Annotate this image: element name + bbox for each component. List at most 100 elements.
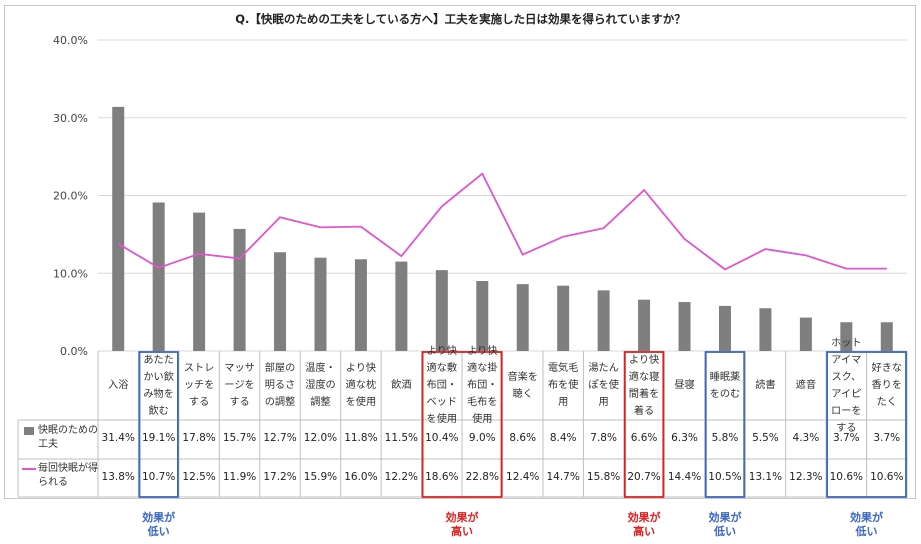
bar-15 [678, 302, 691, 351]
bar-value-label-6: 12.0% [303, 432, 338, 444]
callout-line: 効果が [627, 511, 661, 524]
category-label-15: 昼寝 [674, 380, 695, 391]
bar-4 [233, 228, 246, 351]
category-label-20: 好きな香りをたく [871, 363, 903, 408]
line-value-label-19: 10.6% [829, 471, 863, 483]
bar-value-label-19: 3.7% [832, 432, 860, 444]
callout-label-2: 効果が 高い [422, 511, 502, 539]
bar-value-label-13: 7.8% [590, 432, 617, 444]
legend-swatch-bar [24, 427, 34, 435]
highlight-box-5 [826, 351, 907, 498]
bar-19 [840, 322, 853, 351]
line-value-label-13: 15.8% [586, 471, 621, 483]
bar-value-label-2: 19.1% [141, 432, 176, 444]
bar-value-label-9: 10.4% [425, 432, 459, 444]
highlight-box-2 [421, 351, 503, 498]
legend-label-bar: 快眠のための工夫 [38, 425, 98, 450]
callout-label-1: 効果が 低い [119, 511, 199, 539]
bar-13 [597, 290, 610, 351]
category-label-18: 遮音 [795, 380, 817, 391]
line-value-label-15: 14.4% [667, 471, 702, 483]
line-value-label-9: 18.6% [425, 471, 459, 483]
category-label-6: 温度・湿度の調整 [305, 363, 336, 408]
bar-value-label-10: 9.0% [468, 432, 496, 444]
line-value-label-14: 20.7% [627, 471, 661, 483]
line-value-label-10: 22.8% [465, 471, 499, 483]
bar-value-label-16: 5.8% [711, 432, 739, 444]
line-value-label-18: 12.3% [789, 471, 823, 483]
bar-9 [435, 270, 448, 351]
callout-label-4: 効果が 低い [685, 511, 765, 539]
callout-line: 低い [855, 525, 878, 538]
line-value-label-7: 16.0% [344, 471, 378, 483]
callout-line: 効果が [708, 511, 742, 524]
line-value-label-6: 15.9% [303, 471, 338, 483]
line-value-label-5: 17.2% [263, 471, 297, 483]
bar-value-label-7: 11.8% [344, 432, 378, 444]
bar-5 [274, 252, 287, 351]
callout-line: 低い [713, 525, 736, 538]
callout-label-3: 効果が 高い [604, 511, 684, 539]
bar-2 [152, 202, 165, 351]
y-tick-label: 10.0% [53, 267, 88, 280]
bar-14 [638, 299, 651, 351]
category-label-11: 音楽を聴く [507, 371, 538, 400]
line-value-label-12: 14.7% [546, 471, 580, 483]
bar-value-label-3: 17.8% [182, 432, 216, 444]
category-label-10: より快適な掛布団・毛布を使用 [466, 346, 498, 425]
y-tick-label: 30.0% [53, 112, 88, 125]
category-label-14: より快適な寝間着を着る [628, 354, 660, 417]
category-label-16: 睡眠薬をのむ [709, 371, 741, 400]
category-label-9: より快適な敷布団・ベッドを使用 [426, 346, 458, 425]
category-label-3: ストレッチをする [183, 363, 215, 408]
callout-line: 効果が [445, 511, 479, 524]
callout-line: 効果が [850, 511, 884, 524]
callout-line: 高い [633, 525, 656, 538]
highlight-box-3 [623, 351, 665, 498]
category-label-1: 入浴 [108, 380, 129, 391]
line-value-label-1: 13.8% [101, 471, 135, 483]
bar-value-label-5: 12.7% [263, 432, 297, 444]
bar-10 [476, 281, 489, 351]
bar-value-label-20: 3.7% [873, 432, 901, 444]
callout-label-5: 効果が 低い [827, 511, 907, 539]
category-label-19: ホットアイマスク、アイピローをする [831, 338, 862, 434]
bar-value-label-4: 15.7% [222, 432, 257, 444]
line-series [117, 172, 887, 271]
bar-value-label-18: 4.3% [792, 432, 820, 444]
bar-value-label-1: 31.4% [101, 432, 135, 444]
line-value-label-2: 10.7% [141, 471, 176, 483]
bar-8 [395, 261, 408, 351]
line-value-label-4: 11.9% [222, 471, 257, 483]
line-value-label-3: 12.5% [182, 471, 216, 483]
y-tick-label: 40.0% [53, 34, 88, 47]
line-value-label-17: 13.1% [748, 471, 783, 483]
line-value-label-20: 10.6% [870, 471, 904, 483]
bar-value-label-12: 8.4% [549, 432, 577, 444]
bar-value-label-11: 8.6% [509, 432, 537, 444]
bar-18 [799, 317, 812, 351]
bar-6 [314, 257, 327, 351]
y-tick-label: 20.0% [53, 190, 88, 203]
bar-7 [354, 259, 367, 351]
category-label-8: 飲酒 [391, 380, 412, 391]
bar-17 [759, 308, 772, 351]
line-value-label-11: 12.4% [506, 471, 540, 483]
bar-20 [880, 322, 893, 351]
bar-value-label-15: 6.3% [671, 432, 698, 444]
bar-value-label-8: 11.5% [384, 432, 419, 444]
line-value-label-16: 10.5% [708, 471, 742, 483]
highlight-box-1 [138, 351, 179, 498]
bar-1 [112, 106, 125, 352]
category-label-7: より快適な枕を使用 [345, 363, 377, 408]
callout-line: 低い [147, 525, 170, 538]
category-label-13: 湯たんぽを使用 [588, 363, 619, 408]
category-label-2: あたたかい飲み物を飲む [143, 354, 174, 417]
chart-title: Q.【快眠のための工夫をしている方へ】工夫を実施した日は効果を得られていますか？ [235, 12, 686, 26]
category-label-5: 部屋の明るさの調整 [264, 363, 296, 408]
legend-label-line: 毎回快眠が得られる [38, 463, 98, 488]
bar-3 [193, 212, 206, 351]
bar-12 [557, 285, 570, 351]
y-tick-label: 0.0% [60, 345, 88, 358]
